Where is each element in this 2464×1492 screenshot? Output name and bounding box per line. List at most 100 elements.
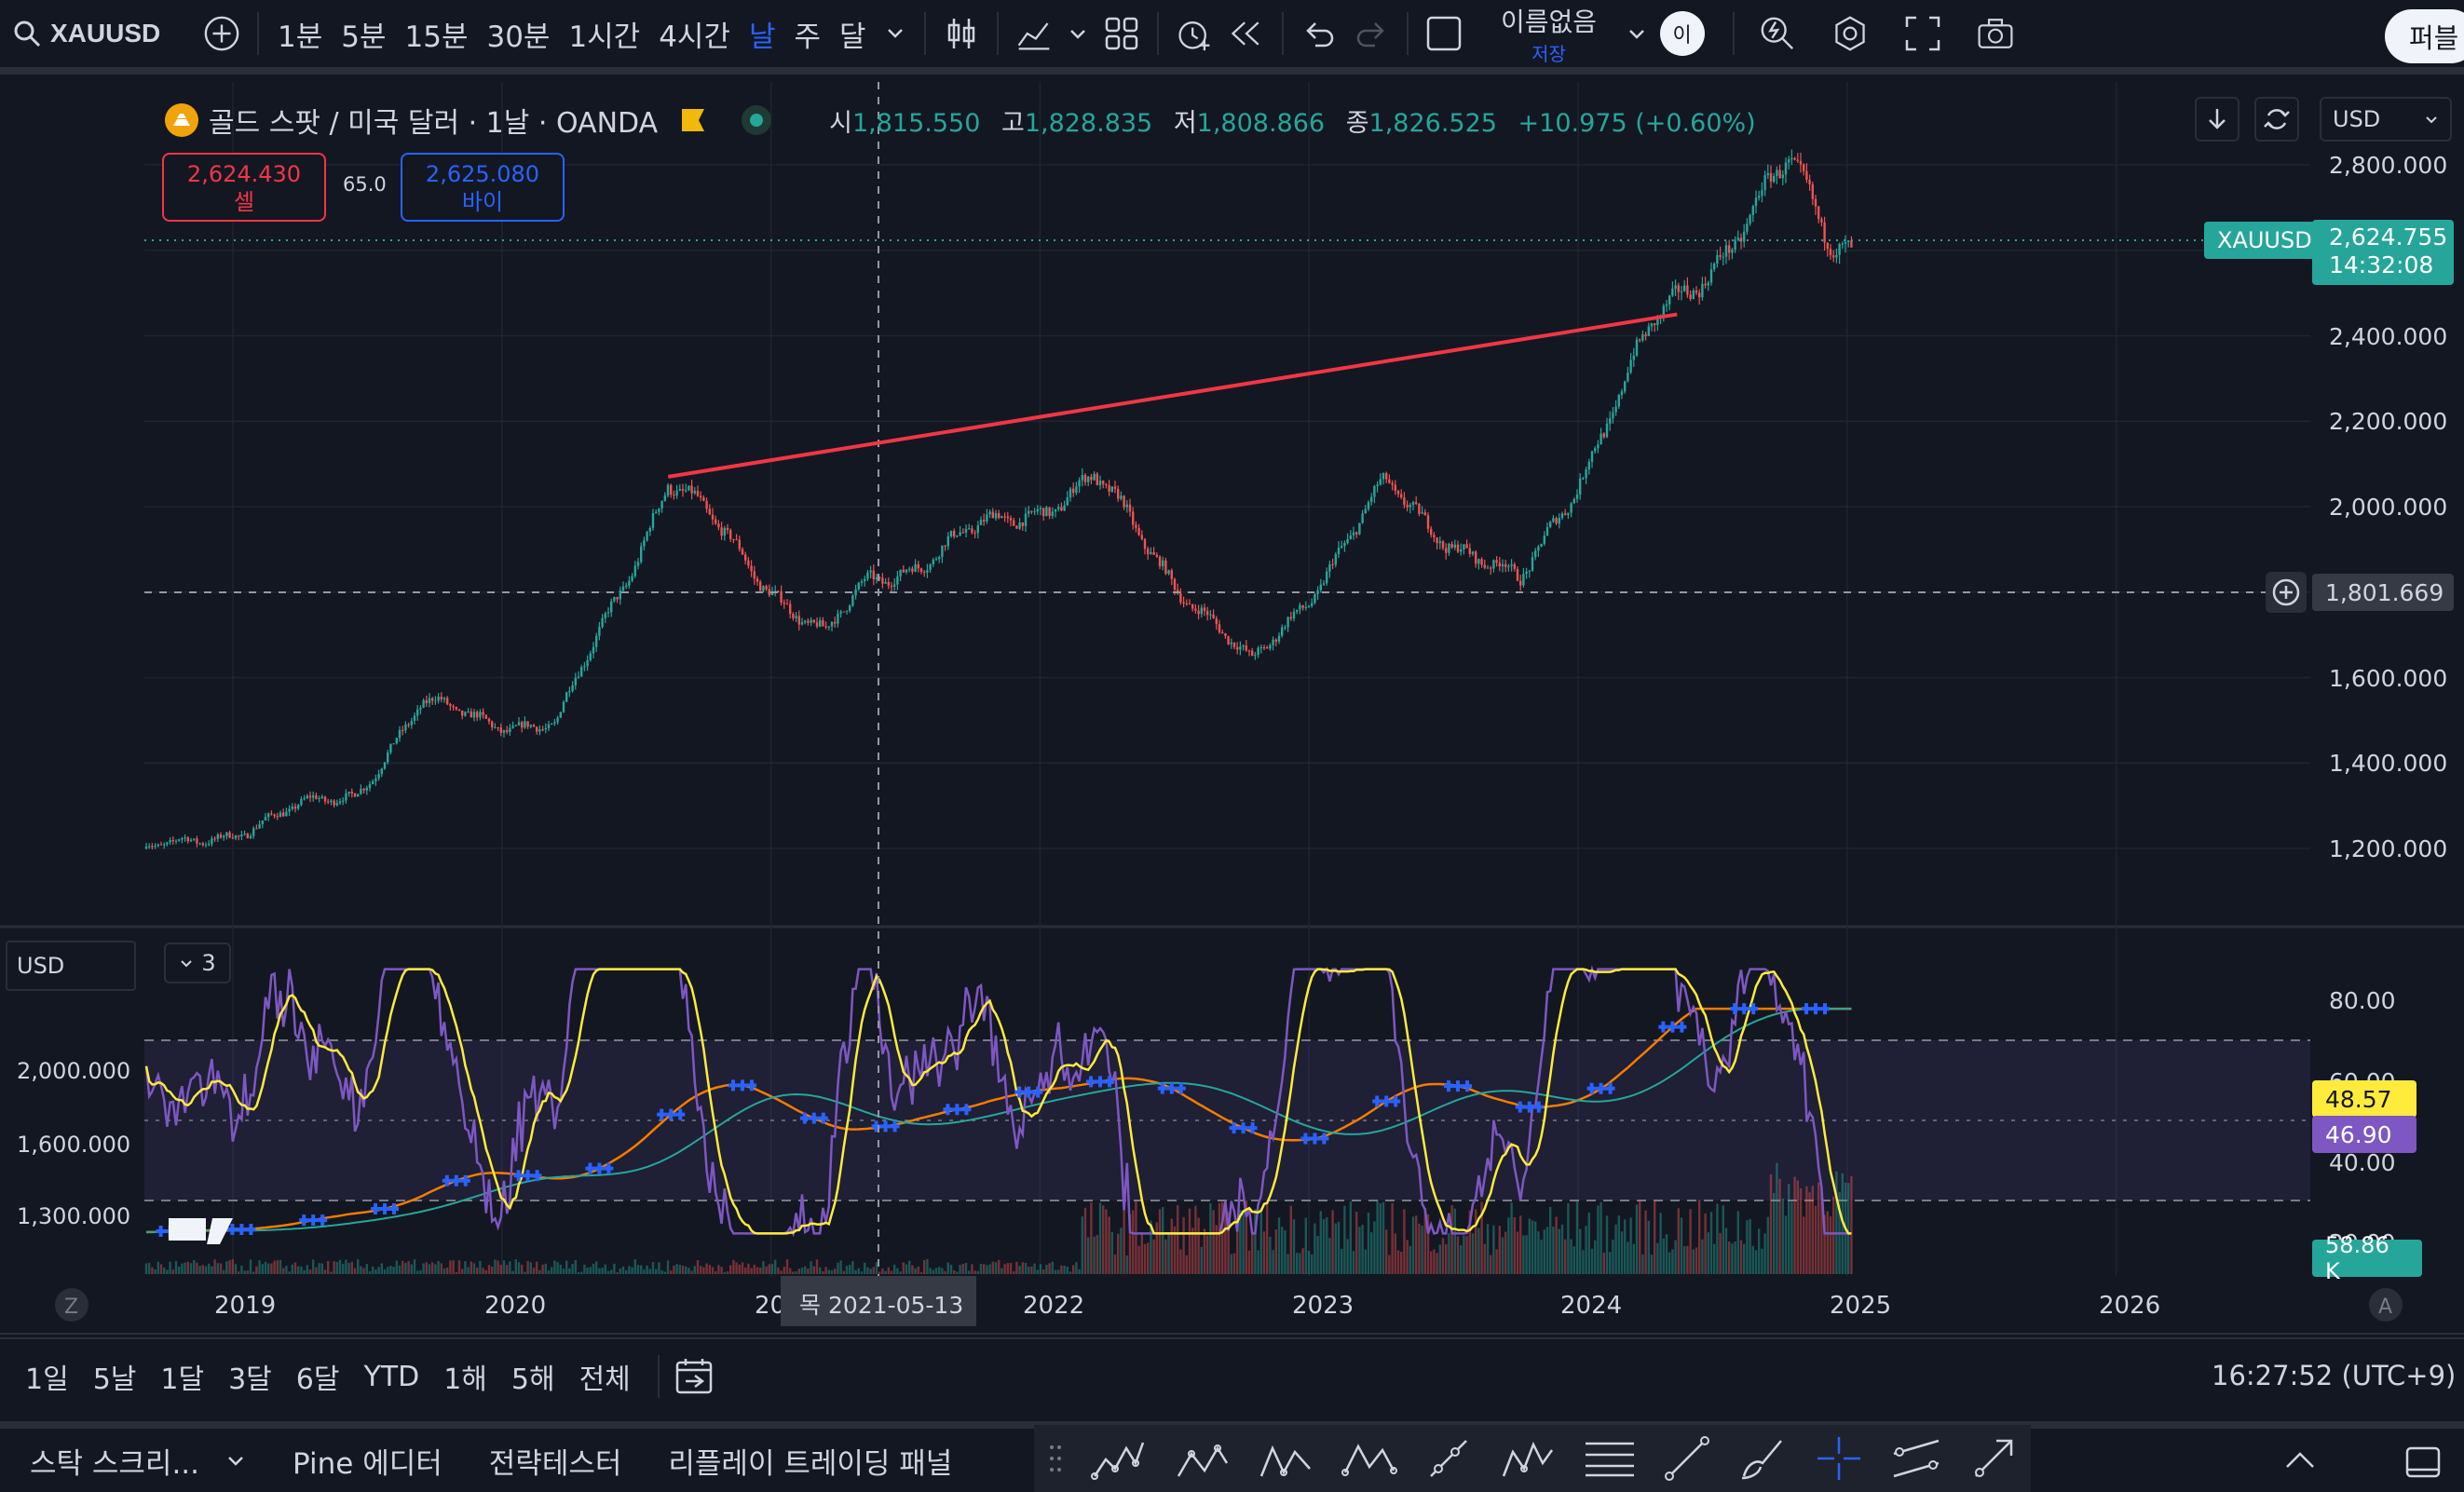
interval-5m[interactable]: 5분: [341, 20, 387, 54]
collapse-panel-button[interactable]: [2277, 1442, 2323, 1479]
interval-30m[interactable]: 30분: [486, 20, 551, 54]
elliott-triangle-wave-icon[interactable]: [1258, 1435, 1314, 1482]
scroll-to-latest-button[interactable]: [2195, 97, 2239, 142]
compare-symbol-button[interactable]: [196, 7, 248, 60]
candle-body: [1641, 334, 1644, 341]
quick-search-button[interactable]: [1751, 7, 1804, 60]
time-tick: 2023: [1292, 1292, 1354, 1320]
indicators-dropdown[interactable]: [1060, 7, 1096, 60]
range-1m[interactable]: 1달: [160, 1363, 205, 1396]
elliott-double-combo-icon[interactable]: [1341, 1435, 1398, 1482]
crosshair-icon[interactable]: [1816, 1435, 1862, 1482]
symbol-search[interactable]: XAUUSD: [0, 0, 196, 71]
flag-icon[interactable]: [680, 107, 706, 133]
interval-1h[interactable]: 1시간: [568, 20, 641, 54]
range-5y[interactable]: 5해: [510, 1363, 555, 1396]
goto-date-button[interactable]: [674, 1357, 715, 1396]
elliott-correction-wave-icon[interactable]: [1175, 1435, 1231, 1482]
candle-body: [711, 514, 715, 520]
alert-button[interactable]: [1168, 7, 1220, 60]
volume-bar: [705, 1263, 708, 1274]
tab-strategy-tester[interactable]: 전략테스터: [470, 1440, 641, 1482]
candle-body: [413, 715, 416, 721]
redo-button[interactable]: [1345, 7, 1397, 60]
volume-bar: [839, 1260, 842, 1274]
range-all[interactable]: 전체: [579, 1363, 631, 1396]
indicator-collapse-button[interactable]: 3: [164, 943, 231, 983]
scale-auto-left-button[interactable]: [55, 1288, 88, 1322]
candle-body: [402, 729, 404, 731]
fullscreen-button[interactable]: [1897, 7, 1949, 60]
indicator-ma-line: [145, 1008, 1852, 1233]
tab-replay-trading[interactable]: 리플레이 트레이딩 패널: [649, 1440, 971, 1482]
interval-dropdown[interactable]: [876, 17, 915, 50]
volume-bar: [1421, 1226, 1423, 1274]
buy-button[interactable]: 2,625.080 바이: [401, 153, 565, 222]
interval-day[interactable]: 날: [748, 20, 776, 54]
interval-4h[interactable]: 4시간: [659, 20, 730, 54]
symbol-title[interactable]: 골드 스팟 / 미국 달러 · 1날 · OANDA: [209, 107, 659, 140]
volume-bar: [1063, 1266, 1066, 1274]
signal-marker: [1372, 1095, 1382, 1107]
layout-name[interactable]: 이름없음 저장: [1479, 2, 1619, 66]
volume-bar: [1296, 1253, 1299, 1274]
range-ytd[interactable]: YTD: [363, 1360, 420, 1393]
volume-bar: [1641, 1254, 1644, 1274]
range-5d[interactable]: 5날: [92, 1363, 137, 1396]
reset-scale-button[interactable]: [2254, 97, 2299, 142]
candle-body: [1105, 483, 1108, 486]
horizontal-lines-icon[interactable]: [1584, 1438, 1636, 1479]
interval-15m[interactable]: 15분: [404, 20, 469, 54]
indicators-button[interactable]: [1008, 7, 1060, 60]
volume-bar: [1709, 1212, 1713, 1274]
range-6m[interactable]: 6달: [295, 1363, 340, 1396]
volume-bar: [243, 1270, 246, 1274]
interval-month[interactable]: 달: [839, 20, 866, 54]
volume-bar: [511, 1270, 514, 1274]
replay-button[interactable]: [1220, 7, 1273, 60]
crosshair-add-button[interactable]: [2266, 572, 2307, 613]
templates-button[interactable]: [1096, 7, 1148, 60]
arrow-tool-icon[interactable]: [1970, 1435, 2017, 1482]
candle-body: [860, 581, 864, 583]
brush-icon[interactable]: [1738, 1435, 1789, 1482]
chart-canvas[interactable]: 2,800.000 2,400.000 2,200.000 2,000.000 …: [0, 0, 2464, 1337]
chart-type-button[interactable]: [935, 7, 987, 60]
range-1d[interactable]: 1일: [25, 1363, 69, 1396]
trend-line-drawing[interactable]: [667, 312, 1678, 479]
tab-pine-editor[interactable]: Pine 에디터: [274, 1440, 461, 1482]
drag-handle-icon[interactable]: [1048, 1443, 1063, 1474]
candle-body: [1018, 522, 1021, 529]
publish-button[interactable]: 퍼블: [2385, 9, 2464, 63]
tab-stock-screener[interactable]: 스탁 스크리...: [0, 1440, 265, 1482]
ray-line-icon[interactable]: [1425, 1435, 1472, 1482]
trend-line-icon[interactable]: [1664, 1435, 1710, 1482]
layout-dropdown[interactable]: [1619, 7, 1654, 60]
sell-button[interactable]: 2,624.430 셀: [162, 153, 326, 222]
candle-body: [911, 568, 914, 572]
clock[interactable]: 16:27:52 (UTC+9): [2212, 1360, 2457, 1391]
candle-body: [1438, 541, 1441, 544]
undo-button[interactable]: [1293, 7, 1345, 60]
volume-bar: [851, 1261, 854, 1274]
volume-bar: [327, 1260, 330, 1274]
candle-body: [181, 837, 184, 840]
indicator-currency-box[interactable]: USD: [6, 941, 136, 991]
maximize-panel-button[interactable]: [2400, 1442, 2446, 1483]
candle-body: [604, 613, 606, 618]
settings-button[interactable]: [1824, 7, 1876, 60]
price-tick: 1,400.000: [2329, 750, 2447, 777]
range-1y[interactable]: 1해: [443, 1363, 487, 1396]
range-3m[interactable]: 3달: [228, 1363, 272, 1396]
currency-select[interactable]: USD: [2320, 97, 2452, 142]
parallel-channel-icon[interactable]: [1890, 1435, 1942, 1482]
tradingview-logo[interactable]: [169, 1218, 233, 1244]
avatar[interactable]: 이: [1659, 11, 1705, 56]
layout-select-button[interactable]: [1418, 7, 1470, 60]
snapshot-button[interactable]: [1969, 7, 2022, 60]
elliott-impulse-wave-icon[interactable]: [1090, 1435, 1147, 1482]
elliott-triple-combo-icon[interactable]: [1500, 1435, 1556, 1482]
interval-1m[interactable]: 1분: [278, 20, 323, 54]
auto-scale-button[interactable]: [2369, 1288, 2403, 1322]
interval-week[interactable]: 주: [794, 20, 822, 54]
